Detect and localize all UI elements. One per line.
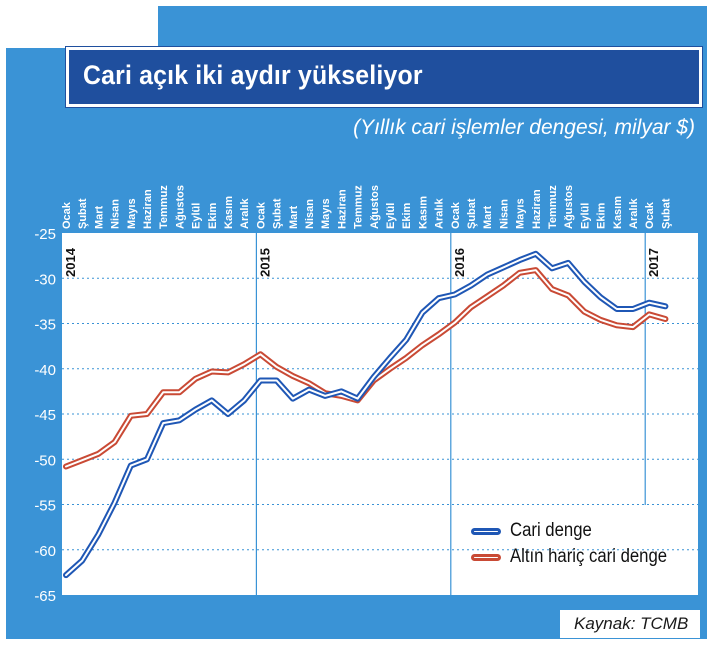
x-tick-label: Şubat [466, 198, 478, 229]
x-tick-label: Ağustos [369, 185, 381, 229]
year-label: 2016 [452, 248, 467, 277]
y-tick-label: -55 [34, 498, 56, 515]
x-tick-label: Nisan [304, 199, 316, 229]
year-label: 2014 [63, 247, 78, 277]
legend-swatch-altin-haric [471, 554, 501, 561]
title-box: Cari açık iki aydır yükseliyor [66, 47, 702, 107]
x-tick-label: Kasım [223, 196, 235, 229]
x-tick-label: Mart [93, 205, 105, 229]
x-tick-label: Aralık [628, 198, 640, 229]
y-tick-label: -45 [34, 407, 56, 424]
x-tick-label: Ağustos [174, 185, 186, 229]
x-tick-label: Ocak [61, 201, 73, 229]
y-tick-label: -35 [34, 317, 56, 334]
x-tick-label: Ekim [596, 202, 608, 229]
x-tick-label: Ağustos [563, 185, 575, 229]
x-tick-label: Eylül [191, 203, 203, 229]
x-tick-label: Şubat [77, 198, 89, 229]
source-note: Kaynak: TCMB [560, 610, 700, 638]
x-tick-label: Haziran [142, 189, 154, 229]
x-tick-label: Şubat [660, 198, 672, 229]
y-tick-label: -40 [34, 362, 56, 379]
x-tick-label: Mart [482, 205, 494, 229]
y-tick-label: -65 [34, 588, 56, 605]
x-tick-label: Ocak [255, 201, 267, 229]
x-tick-label: Ekim [401, 202, 413, 229]
y-tick-label: -25 [34, 226, 56, 243]
legend-label-cari-denge: Cari denge [510, 520, 592, 541]
year-label: 2015 [257, 248, 272, 277]
x-tick-label: Eylül [385, 203, 397, 229]
y-tick-label: -30 [34, 271, 56, 288]
x-tick-label: Ocak [644, 201, 656, 229]
x-tick-label: Temmuz [158, 185, 170, 229]
y-tick-label: -60 [34, 543, 56, 560]
x-tick-label: Şubat [272, 198, 284, 229]
series-line-inner [65, 252, 667, 577]
y-tick-label: -50 [34, 452, 56, 469]
chart-subtitle: (Yıllık cari işlemler dengesi, milyar $) [353, 116, 695, 139]
legend-label-altin-haric: Altın hariç cari denge [510, 546, 668, 567]
plot-area: -25 -30 -35 -40 -45 -50 -55 -60 -65 Ocak Şubat Mart… [34, 185, 698, 605]
x-tick-label: Mayıs [515, 198, 527, 229]
x-tick-label: Mayıs [126, 198, 138, 229]
x-tick-label: Aralık [239, 198, 251, 229]
x-tick-label: Ekim [207, 202, 219, 229]
x-tick-label: Kasım [612, 196, 624, 229]
x-tick-label: Temmuz [353, 185, 365, 229]
chart-title: Cari açık iki aydır yükseliyor [83, 60, 423, 90]
x-tick-label: Aralık [434, 198, 446, 229]
x-tick-label: Mart [288, 205, 300, 229]
x-tick-label: Mayıs [320, 198, 332, 229]
x-tick-label: Haziran [336, 189, 348, 229]
top-left-white-block [6, 6, 158, 48]
year-label: 2017 [646, 248, 661, 277]
x-tick-label: Nisan [110, 199, 122, 229]
x-tick-label: Ocak [450, 201, 462, 229]
x-tick-label: Haziran [531, 189, 543, 229]
x-tick-label: Nisan [498, 199, 510, 229]
x-tick-label: Eylül [579, 203, 591, 229]
x-tick-label: Temmuz [547, 185, 559, 229]
legend-swatch-cari-denge [471, 528, 501, 535]
x-tick-label: Kasım [417, 196, 429, 229]
